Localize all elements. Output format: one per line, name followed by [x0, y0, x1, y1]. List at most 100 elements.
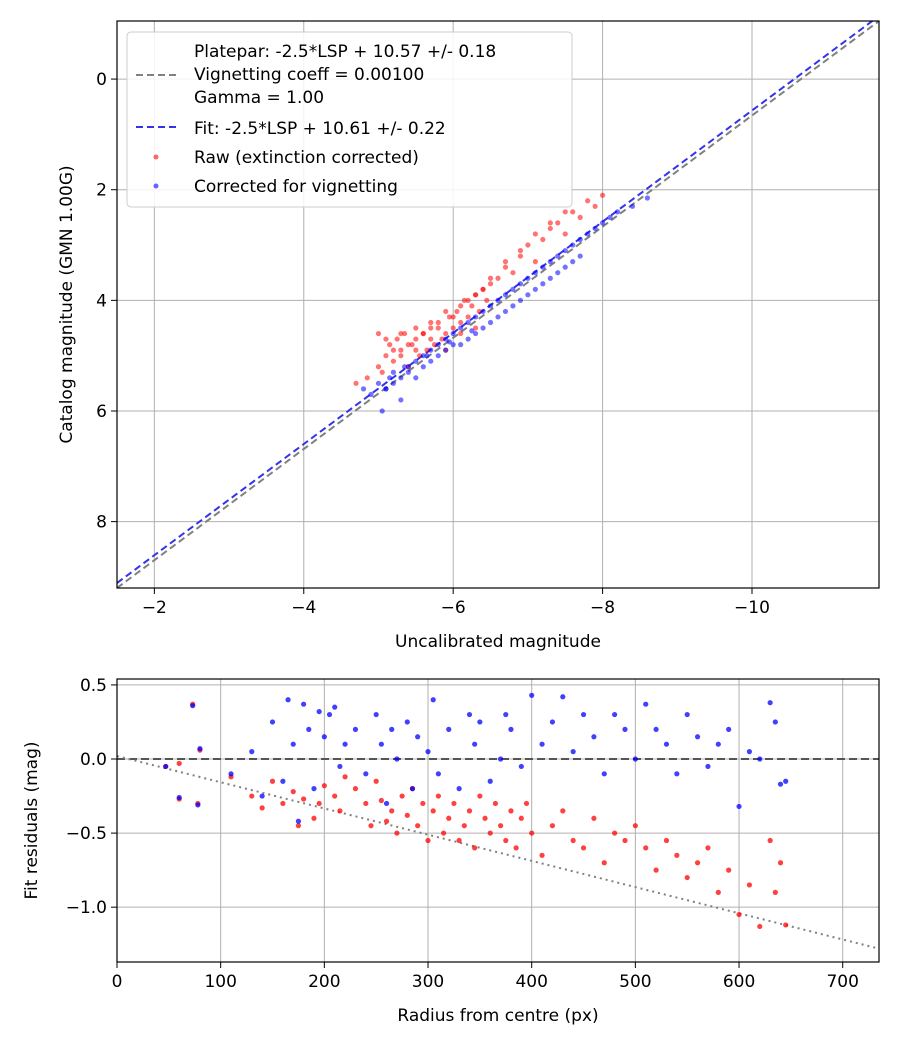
top-corrected-point	[469, 328, 475, 334]
bot-corrected-point	[632, 756, 638, 762]
top-corrected-point	[532, 270, 538, 276]
bot-raw-point	[176, 760, 182, 767]
bot-raw-point	[580, 845, 587, 851]
top-corrected-point	[458, 342, 464, 348]
bot-corrected-point	[783, 778, 789, 784]
top-raw-point	[413, 325, 419, 331]
top-corrected-point	[629, 203, 636, 209]
bot-raw-point	[425, 837, 431, 844]
bot-raw-point	[337, 808, 343, 814]
bot-raw-point	[477, 793, 483, 799]
top-y-tick-label: 0	[96, 70, 107, 90]
top-raw-point	[424, 347, 430, 353]
legend-corrected-label: Corrected for vignetting	[194, 177, 398, 197]
top-raw-point	[577, 214, 583, 220]
top-raw-point	[409, 342, 415, 348]
top-corrected-point	[428, 358, 434, 364]
top-corrected-point	[360, 386, 367, 392]
top-raw-point	[525, 242, 531, 248]
bot-raw-point	[772, 889, 778, 895]
top-raw-point	[480, 286, 486, 292]
top-raw-point	[439, 336, 445, 342]
bot-raw-point	[461, 823, 467, 829]
top-raw-point	[555, 220, 561, 226]
legend-box	[126, 31, 573, 208]
bot-raw-point	[570, 837, 576, 844]
top-raw-point	[435, 325, 441, 331]
top-corrected-point	[424, 353, 430, 359]
top-corrected-point	[487, 303, 494, 309]
top-raw-point	[353, 380, 359, 386]
top-corrected-point	[525, 292, 531, 298]
bot-raw-point	[518, 815, 524, 821]
top-raw-point	[405, 342, 411, 348]
top-corrected-point	[644, 195, 651, 201]
bot-corrected-point	[570, 749, 576, 755]
bot-raw-point	[529, 830, 535, 836]
bot-raw-point	[746, 882, 753, 888]
bot-corrected-point	[316, 708, 322, 715]
bottom-panel: 0 100 200 300 400 500 600 700 0.5 0.0 −0.5 −1.0 Rad…	[22, 676, 880, 1026]
top-raw-point	[472, 325, 479, 331]
top-corrected-point	[570, 242, 576, 248]
top-raw-point	[431, 342, 438, 348]
bot-raw-point	[508, 808, 514, 814]
top-raw-point	[450, 325, 456, 331]
bot-corrected-point	[503, 711, 509, 718]
top-y-tick-label: 2	[96, 181, 107, 201]
top-raw-point	[428, 325, 434, 331]
bot-raw-point	[622, 837, 628, 844]
top-corrected-point	[495, 314, 501, 320]
bot-corrected-point	[163, 763, 169, 770]
bot-raw-point	[290, 789, 296, 795]
bot-y-tick-label: 0.0	[80, 750, 107, 770]
bot-raw-point	[342, 774, 348, 780]
bot-raw-point	[726, 867, 732, 873]
bot-raw-point	[715, 889, 721, 895]
top-raw-point	[547, 225, 553, 232]
bot-x-tick-label: 300	[412, 972, 444, 992]
bot-raw-point	[316, 800, 322, 807]
bot-raw-point	[430, 808, 436, 814]
bot-raw-point	[311, 815, 317, 821]
bot-corrected-point	[508, 726, 514, 732]
top-corrected-point	[458, 325, 464, 331]
bot-corrected-point	[280, 778, 286, 784]
bot-corrected-point	[518, 763, 524, 770]
bot-corrected-point	[321, 734, 327, 740]
bot-raw-point	[378, 797, 384, 804]
top-y-tick-label: 8	[96, 513, 107, 533]
bot-corrected-point	[757, 756, 763, 762]
bot-corrected-point	[456, 786, 462, 792]
legend-raw-label: Raw (extinction corrected)	[194, 148, 419, 168]
bot-raw-point	[591, 815, 597, 821]
top-raw-point	[443, 308, 449, 315]
bot-corrected-point	[472, 741, 478, 747]
legend: Platepar: -2.5*LSP + 10.57 +/- 0.18 Vign…	[126, 31, 573, 208]
top-raw-point	[435, 319, 441, 326]
bot-raw-point	[440, 830, 447, 836]
top-corrected-point	[420, 364, 426, 370]
top-corrected-point	[614, 209, 621, 215]
top-raw-point	[465, 314, 471, 320]
top-raw-point	[532, 259, 538, 265]
top-raw-point	[364, 375, 370, 381]
bot-corrected-point	[529, 692, 535, 698]
bot-corrected-point	[601, 771, 607, 777]
bot-raw-point	[539, 852, 545, 858]
top-raw-point	[413, 336, 419, 342]
top-raw-point	[585, 198, 591, 204]
top-raw-point	[398, 347, 404, 353]
bot-raw-point	[487, 830, 493, 836]
bot-corrected-point	[425, 749, 431, 755]
top-x-tick-label: −8	[590, 598, 615, 618]
top-raw-point	[398, 330, 404, 337]
top-x-tick-label: −2	[142, 598, 167, 618]
top-corrected-point	[383, 386, 389, 392]
top-corrected-point	[540, 264, 546, 270]
top-raw-point	[375, 364, 382, 370]
bot-corrected-point	[332, 704, 338, 710]
bot-raw-point	[777, 860, 784, 866]
bot-raw-point	[446, 815, 452, 821]
